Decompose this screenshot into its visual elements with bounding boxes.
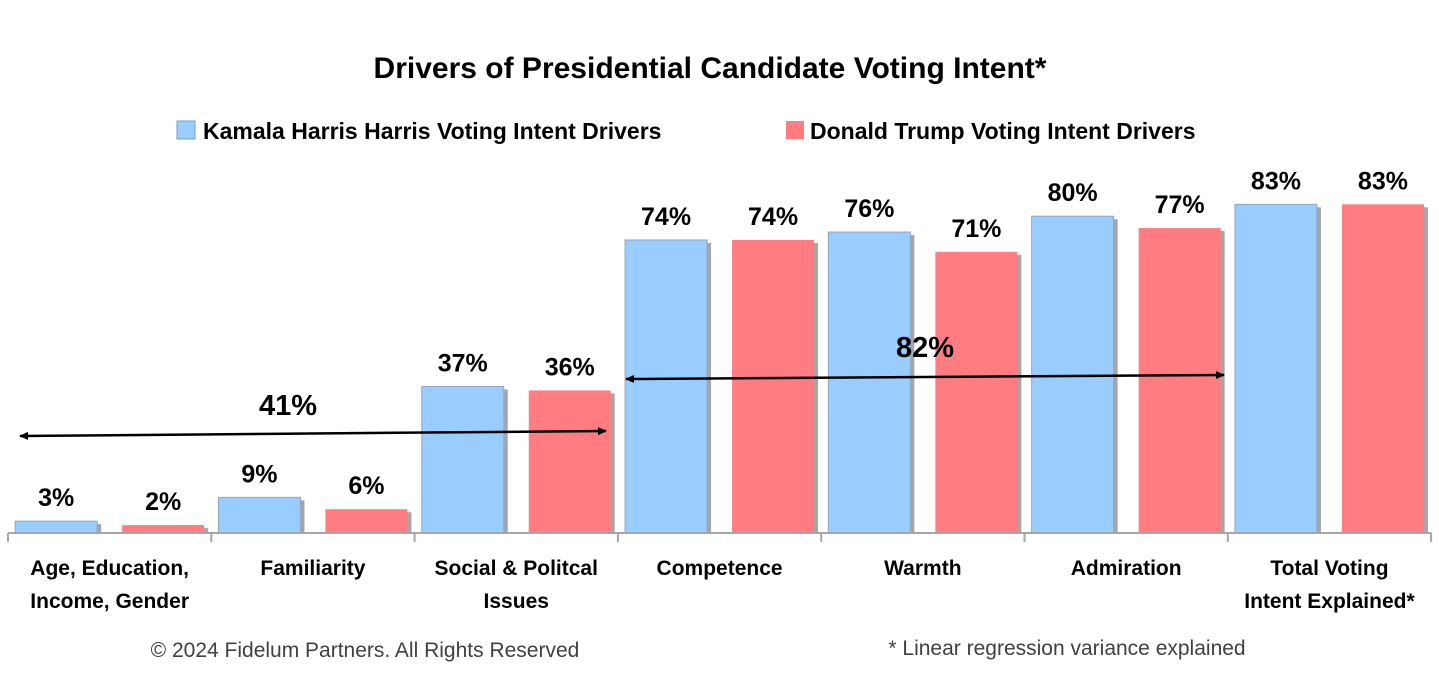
value-label: 36% <box>545 353 595 381</box>
range-annotations: 41% 82% <box>19 332 1225 440</box>
category-label: Warmth <box>884 557 961 580</box>
value-label: 71% <box>951 215 1001 243</box>
category-label: Total Voting <box>1270 557 1388 580</box>
range-arrow <box>19 427 607 440</box>
bar-trump <box>122 525 205 533</box>
range-label: 41% <box>259 390 317 422</box>
footnote-text: * Linear regression variance explained <box>888 637 1245 660</box>
value-label: 83% <box>1358 167 1408 195</box>
legend-label-harris: Kamala Harris Harris Voting Intent Drive… <box>203 118 661 144</box>
bar-harris <box>827 231 911 534</box>
category-labels: Age, Education, Income, Gender Familiarity… <box>30 557 1415 613</box>
value-label: 9% <box>241 460 277 488</box>
bar-trump <box>935 251 1018 533</box>
bars <box>14 203 1428 534</box>
category-label: Social & Politcal <box>435 557 598 580</box>
chart-title: Drivers of Presidential Candidate Voting… <box>374 52 1047 85</box>
category-label: Age, Education, <box>30 557 189 580</box>
legend: Kamala Harris Harris Voting Intent Drive… <box>176 118 1196 144</box>
range-arrow <box>625 371 1225 383</box>
legend-swatch-harris <box>176 120 196 140</box>
bar-harris <box>1234 203 1318 534</box>
bar-trump <box>732 239 815 533</box>
copyright-text: © 2024 Fidelum Partners. All Rights Rese… <box>151 639 580 662</box>
value-label: 83% <box>1251 167 1301 195</box>
range-label: 82% <box>896 332 954 364</box>
legend-label-trump: Donald Trump Voting Intent Drivers <box>810 118 1196 144</box>
value-label: 2% <box>145 488 181 516</box>
value-label: 80% <box>1048 179 1098 207</box>
value-label: 74% <box>748 203 798 231</box>
bar-trump <box>1138 228 1221 533</box>
value-label: 37% <box>438 349 488 377</box>
bar-harris <box>624 239 708 534</box>
x-axis <box>7 532 1433 542</box>
bar-trump <box>1341 204 1424 533</box>
bar-harris <box>14 520 98 534</box>
category-label: Familiarity <box>260 557 365 580</box>
value-label: 6% <box>348 472 384 500</box>
value-label: 3% <box>38 484 74 512</box>
value-label: 74% <box>641 203 691 231</box>
legend-swatch-trump <box>786 121 804 139</box>
value-label: 76% <box>844 195 894 223</box>
category-label: Intent Explained* <box>1244 590 1415 613</box>
category-label: Competence <box>657 557 783 580</box>
bar-harris <box>421 385 505 534</box>
value-label: 77% <box>1155 191 1205 219</box>
category-label: Issues <box>484 590 549 613</box>
bar-trump <box>528 390 611 533</box>
bar-harris <box>217 496 301 534</box>
bar-trump <box>325 509 408 533</box>
category-label: Income, Gender <box>30 590 189 613</box>
value-labels: 3% 9% 37% 74% 76% 80% 83% 2% 6% 36% 74% 71% 77% 83% <box>38 167 1408 516</box>
category-label: Admiration <box>1071 557 1182 580</box>
